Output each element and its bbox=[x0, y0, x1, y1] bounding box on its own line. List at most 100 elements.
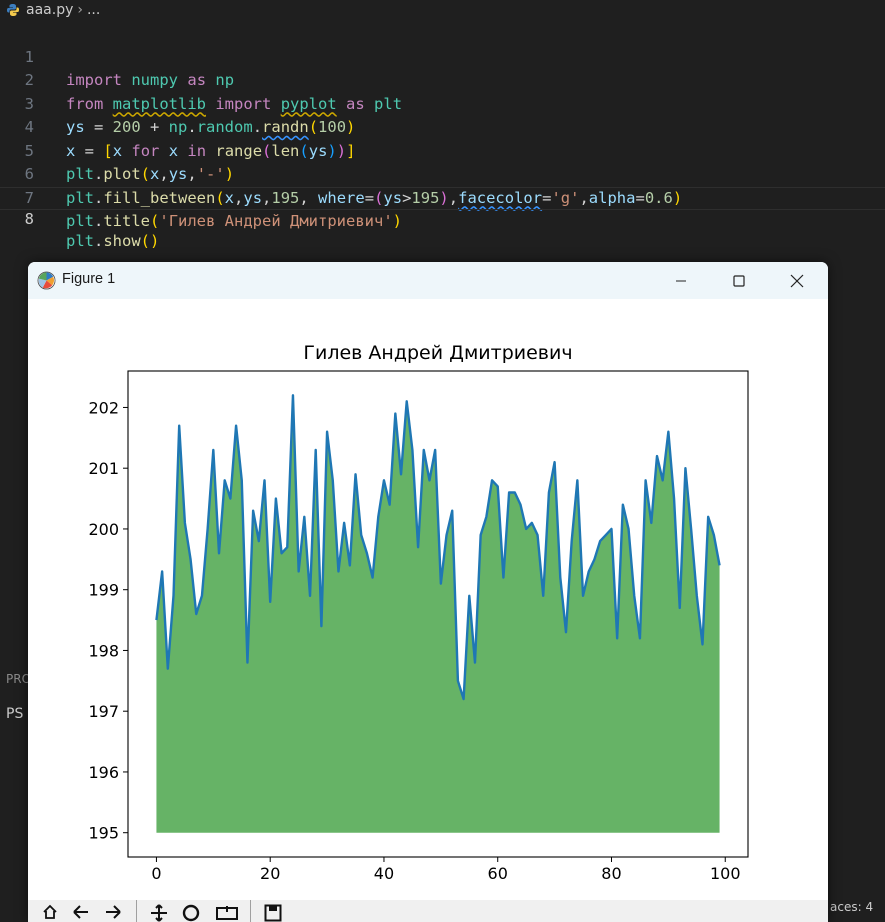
x-tick-label: 100 bbox=[710, 864, 741, 883]
code-line[interactable]: 1 import numpy as np bbox=[0, 22, 885, 90]
close-icon bbox=[790, 274, 804, 287]
code-token: 195 bbox=[271, 188, 300, 207]
y-tick-label: 200 bbox=[88, 520, 119, 539]
close-button[interactable] bbox=[768, 262, 826, 299]
code-token: . bbox=[94, 165, 104, 183]
save-button[interactable] bbox=[264, 904, 282, 922]
breadcrumb-symbols[interactable]: ... bbox=[86, 2, 101, 18]
x-tick-label: 80 bbox=[601, 864, 621, 883]
code-token: ys bbox=[66, 118, 85, 136]
code-token: , bbox=[159, 165, 169, 183]
minimize-button[interactable] bbox=[652, 262, 710, 299]
code-token: , bbox=[262, 188, 272, 207]
back-button[interactable] bbox=[72, 904, 90, 922]
zoom-button[interactable] bbox=[182, 904, 200, 922]
minimize-icon bbox=[676, 280, 686, 281]
code-token: where bbox=[318, 188, 365, 207]
code-token: plt bbox=[66, 212, 94, 230]
code-token: np bbox=[215, 71, 235, 89]
toolbar-separator bbox=[250, 900, 251, 922]
chart-title: Гилев Андрей Дмитриевич bbox=[303, 342, 572, 364]
code-token: ) bbox=[346, 118, 356, 136]
navigation-toolbar[interactable] bbox=[28, 900, 828, 922]
y-tick-label: 197 bbox=[88, 702, 119, 721]
forward-icon bbox=[106, 905, 121, 919]
code-token: + bbox=[140, 118, 169, 136]
code-token: x bbox=[112, 141, 123, 160]
code-token: ) bbox=[439, 188, 449, 207]
code-line-current[interactable]: 8 plt.show() bbox=[0, 186, 885, 250]
code-token: . bbox=[94, 188, 104, 207]
series-line bbox=[155, 394, 721, 701]
code-token: = bbox=[635, 188, 645, 207]
matplotlib-logo-icon bbox=[37, 271, 56, 290]
code-token: , bbox=[234, 188, 244, 207]
code-token: for bbox=[122, 141, 169, 160]
terminal-prompt[interactable]: PS bbox=[6, 706, 24, 722]
y-tick-label: 199 bbox=[88, 581, 119, 600]
y-tick-label: 198 bbox=[88, 641, 119, 660]
code-token: x bbox=[150, 165, 160, 183]
configure-subplots-button[interactable] bbox=[216, 904, 238, 922]
code-line[interactable]: 3 ys = 200 + np.random.randn(100) bbox=[0, 69, 885, 137]
figure-window[interactable]: Figure 1 Гилев Андрей Дмитриевич 0 20 40 60 8… bbox=[28, 262, 828, 922]
code-token: ) bbox=[150, 231, 160, 250]
code-token: , bbox=[299, 188, 319, 207]
code-token: plt bbox=[374, 94, 403, 113]
code-line[interactable]: 6 plt.fill_between(x,ys,195, where=(ys>1… bbox=[0, 140, 885, 207]
code-token: '-' bbox=[196, 165, 225, 183]
maximize-button[interactable] bbox=[710, 262, 768, 299]
x-tick-label: 0 bbox=[151, 864, 161, 883]
code-token: ) bbox=[392, 212, 402, 230]
code-token: 'g' bbox=[551, 188, 580, 207]
code-line[interactable]: 7 plt.title('Гилев Андрей Дмитриевич') bbox=[0, 163, 885, 231]
code-token: = bbox=[364, 188, 375, 207]
code-token: ) bbox=[672, 188, 683, 207]
code-token: in bbox=[178, 141, 216, 160]
code-token: as bbox=[346, 94, 365, 113]
code-line[interactable]: 2 from matplotlib import pyplot as plt bbox=[0, 46, 885, 113]
code-token: . bbox=[187, 118, 197, 136]
code-token: = bbox=[84, 118, 113, 136]
code-token: ] bbox=[346, 141, 356, 160]
save-icon bbox=[264, 904, 282, 922]
line-number: 7 bbox=[24, 188, 34, 207]
home-icon bbox=[43, 904, 57, 919]
code-token: ( bbox=[140, 231, 151, 250]
plot-canvas[interactable]: Гилев Андрей Дмитриевич 0 20 40 60 80 100 195 19… bbox=[28, 299, 828, 900]
pan-button[interactable] bbox=[150, 904, 168, 922]
x-tick-label: 20 bbox=[260, 864, 280, 883]
code-token: = bbox=[542, 188, 552, 207]
code-token: pyplot bbox=[280, 94, 337, 113]
code-token: ys bbox=[383, 188, 403, 207]
code-line[interactable]: 4 x = [x for x in range(len(ys))] bbox=[0, 93, 885, 160]
figure-titlebar[interactable]: Figure 1 bbox=[28, 262, 828, 299]
code-token: ) bbox=[327, 141, 337, 160]
code-token: import bbox=[215, 94, 272, 113]
y-tick-label: 201 bbox=[88, 459, 119, 478]
code-token: , bbox=[187, 165, 197, 183]
status-indentation[interactable]: aces: 4 bbox=[830, 900, 874, 914]
forward-button[interactable] bbox=[104, 904, 122, 922]
code-token: ys bbox=[308, 141, 328, 160]
breadcrumb-filename[interactable]: aaa.py bbox=[26, 2, 74, 18]
code-token: ( bbox=[215, 188, 225, 207]
code-token: ( bbox=[308, 118, 319, 136]
axes-frame bbox=[127, 370, 749, 858]
code-token: ) bbox=[336, 141, 347, 160]
home-button[interactable] bbox=[42, 904, 58, 922]
x-tick-label: 40 bbox=[374, 864, 394, 883]
code-token: . bbox=[252, 118, 263, 136]
code-token: random bbox=[196, 118, 253, 136]
panel-tab-problems[interactable]: PRO bbox=[6, 672, 32, 686]
code-token: show bbox=[103, 231, 141, 250]
line-number: 4 bbox=[24, 118, 34, 136]
code-editor[interactable]: 1 import numpy as np 2 from matplotlib i… bbox=[0, 22, 885, 250]
code-token: facecolor bbox=[458, 188, 543, 207]
code-token: 195 bbox=[411, 188, 440, 207]
code-token: ) bbox=[224, 165, 235, 183]
toolbar-separator bbox=[136, 900, 137, 922]
code-token: len bbox=[271, 141, 300, 160]
breadcrumb[interactable]: aaa.py › ... bbox=[6, 0, 100, 20]
code-line[interactable]: 5 plt.plot(x,ys,'-') bbox=[0, 116, 885, 184]
